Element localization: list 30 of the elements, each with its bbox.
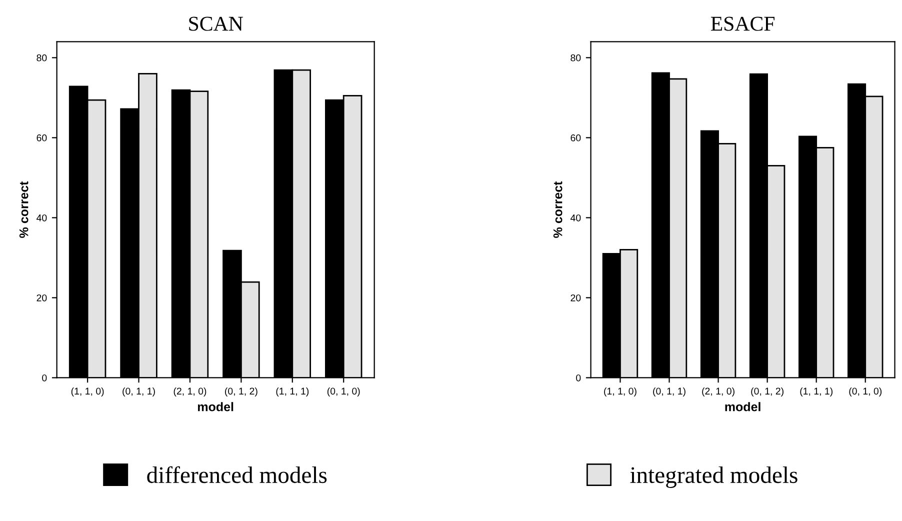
y-tick-label: 60 xyxy=(570,134,581,142)
x-tick-label: (1, 1, 0) xyxy=(604,387,636,397)
y-tick-label: 80 xyxy=(570,54,581,62)
y-tick-label: 40 xyxy=(36,214,47,222)
x-tick-label: (0, 1, 1) xyxy=(122,387,155,397)
x-tick-label: (1, 1, 1) xyxy=(276,387,309,397)
x-tick-label: (1, 1, 1) xyxy=(800,387,832,397)
legend-label: integrated models xyxy=(630,466,798,488)
y-axis-title: % correct xyxy=(553,181,562,238)
y-tick-label: 20 xyxy=(570,294,581,302)
x-axis-title: model xyxy=(725,402,760,412)
x-axis-title: model xyxy=(198,402,234,412)
x-tick-label: (0, 1, 2) xyxy=(751,387,784,397)
y-tick-label: 60 xyxy=(36,134,47,142)
chart-title: SCAN xyxy=(189,16,243,31)
x-tick-label: (0, 1, 0) xyxy=(849,387,882,397)
y-tick-label: 20 xyxy=(36,294,47,302)
x-tick-label: (0, 1, 2) xyxy=(225,387,258,397)
y-tick-label: 0 xyxy=(42,374,47,382)
x-tick-label: (2, 1, 0) xyxy=(702,387,734,397)
y-axis-title: % correct xyxy=(19,181,28,238)
y-tick-label: 40 xyxy=(570,214,581,222)
y-tick-label: 0 xyxy=(576,374,581,382)
x-tick-label: (2, 1, 0) xyxy=(174,387,206,397)
legend-label: differenced models xyxy=(147,466,327,484)
x-tick-label: (1, 1, 0) xyxy=(71,387,104,397)
chart-title: ESACF xyxy=(710,16,774,31)
x-tick-label: (0, 1, 1) xyxy=(653,387,686,397)
x-tick-label: (0, 1, 0) xyxy=(327,387,360,397)
y-tick-label: 80 xyxy=(36,54,47,62)
